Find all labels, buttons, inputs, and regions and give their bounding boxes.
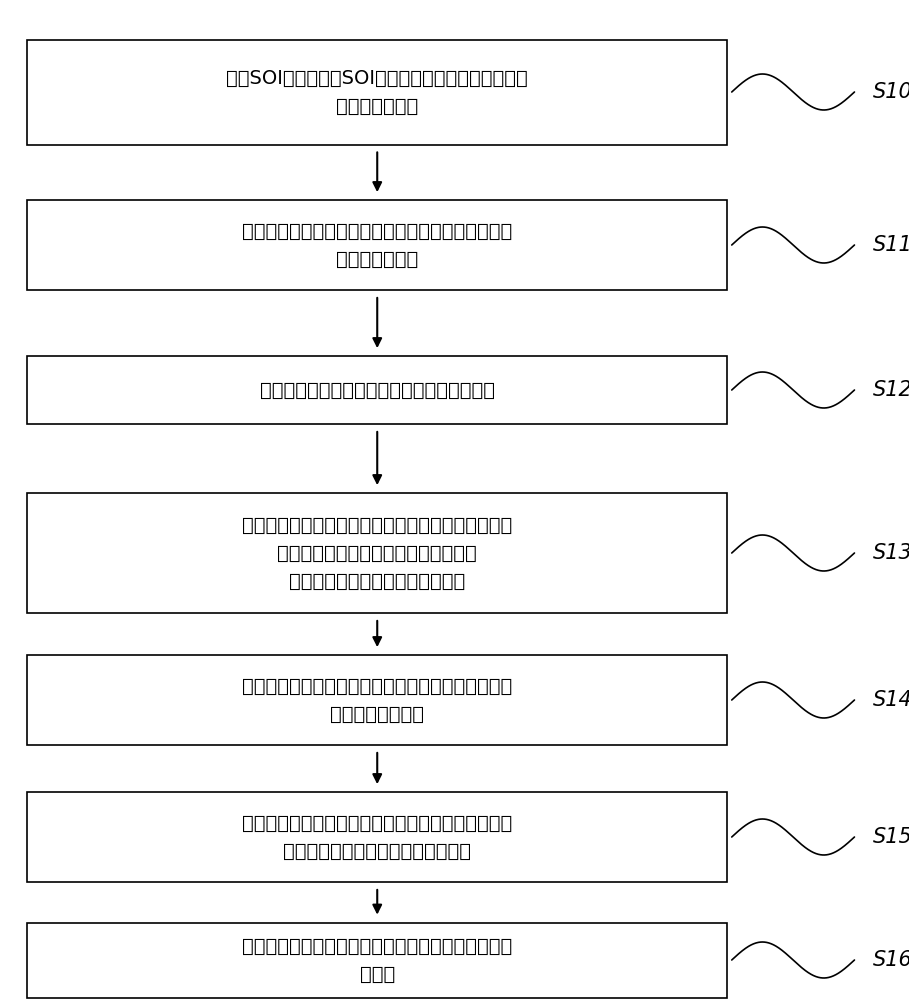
FancyBboxPatch shape — [27, 39, 727, 144]
FancyBboxPatch shape — [27, 922, 727, 998]
FancyBboxPatch shape — [27, 792, 727, 882]
Text: 在所述顶层硅上形成虚拟栅极，并在所述虚拟栅极两
侧形成第一侧墙: 在所述顶层硅上形成虚拟栅极，并在所述虚拟栅极两 侧形成第一侧墙 — [242, 222, 513, 268]
Text: 在所述源漏区和源漏扩展区表面形成金属硅化物，并
在所述金属硅化物上形成层间介质层: 在所述源漏区和源漏扩展区表面形成金属硅化物，并 在所述金属硅化物上形成层间介质层 — [242, 814, 513, 860]
Text: 去除所述虚拟栅极形成开口，并在所述开口内形成栅
极结构: 去除所述虚拟栅极形成开口，并在所述开口内形成栅 极结构 — [242, 936, 513, 984]
FancyBboxPatch shape — [27, 493, 727, 613]
Text: S10: S10 — [873, 82, 909, 102]
FancyBboxPatch shape — [27, 200, 727, 290]
Text: 在所述第一侧墙两侧形成第二侧墙，并以所述第二侧
墙为掩膜，进行重掺杂离子注入工艺，
以形成源漏区；去除所述第二侧墙: 在所述第一侧墙两侧形成第二侧墙，并以所述第二侧 墙为掩膜，进行重掺杂离子注入工艺… — [242, 516, 513, 590]
FancyBboxPatch shape — [27, 655, 727, 745]
Text: S12: S12 — [873, 380, 909, 400]
FancyBboxPatch shape — [27, 356, 727, 424]
Text: 以所述第一侧墙为掩膜，进行轻掺杂离子注入工艺，
以形成源漏扩展区: 以所述第一侧墙为掩膜，进行轻掺杂离子注入工艺， 以形成源漏扩展区 — [242, 676, 513, 724]
Text: 在所述第一侧墙两侧的顶层硅上形成第一硅层: 在所述第一侧墙两侧的顶层硅上形成第一硅层 — [260, 380, 494, 399]
Text: S15: S15 — [873, 827, 909, 847]
Text: 提供SOI基板，所述SOI基板包括氧化层以及覆盖所述
氧化层的顶层硅: 提供SOI基板，所述SOI基板包括氧化层以及覆盖所述 氧化层的顶层硅 — [226, 68, 528, 115]
Text: S16: S16 — [873, 950, 909, 970]
Text: S11: S11 — [873, 235, 909, 255]
Text: S13: S13 — [873, 543, 909, 563]
Text: S14: S14 — [873, 690, 909, 710]
